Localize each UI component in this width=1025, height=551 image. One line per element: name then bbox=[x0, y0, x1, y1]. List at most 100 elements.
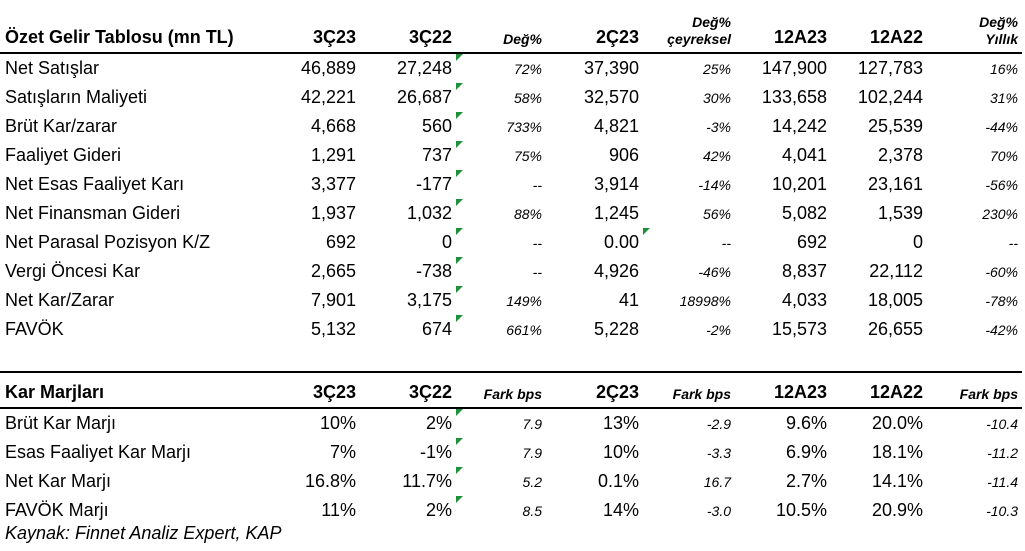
cell-value: 8.5 bbox=[456, 496, 546, 525]
cell-value: 88% bbox=[456, 199, 546, 228]
row-label: FAVÖK Marjı bbox=[5, 500, 109, 520]
cell-value: 692 bbox=[796, 232, 827, 252]
cell-value: 26,687 bbox=[396, 87, 452, 107]
cell-value: 0 bbox=[912, 232, 923, 252]
cell-value: 1,539 bbox=[877, 203, 923, 223]
table-row: Brüt Kar Marjı 10% 2% 7.9 13% -2.9 9.6% 20.0% -1… bbox=[0, 408, 1022, 438]
cell-value: 661% bbox=[456, 315, 546, 344]
table-title: Kar Marjları bbox=[0, 372, 280, 409]
header-row: Kar Marjları 3Ç23 3Ç22 Fark bps 2Ç23 Fark bps… bbox=[0, 372, 1022, 409]
cell-value: 5,082 bbox=[781, 203, 827, 223]
income-statement-table: Özet Gelir Tablosu (mn TL) 3Ç23 3Ç22 Değ% 2Ç… bbox=[0, 0, 1022, 344]
cell-value: 674 bbox=[421, 319, 452, 339]
cell-value: 692 bbox=[325, 232, 356, 252]
cell-value: 7% bbox=[329, 442, 356, 462]
table-row: Net Finansman Gideri 1,937 1,032 88% 1,245 56… bbox=[0, 199, 1022, 228]
table-row: Brüt Kar/zarar 4,668 560 733% 4,821 -3% 14,242… bbox=[0, 112, 1022, 141]
cell-value: 8,837 bbox=[781, 261, 827, 281]
cell-value: 20.0% bbox=[871, 413, 923, 433]
table-row: Satışların Maliyeti 42,221 26,687 58% 32,570… bbox=[0, 83, 1022, 112]
cell-value: 0.00 bbox=[603, 232, 639, 252]
table-row: Net Satışlar 46,889 27,248 72% 37,390 25% 147,… bbox=[0, 53, 1022, 83]
cell-value: 3,175 bbox=[406, 290, 452, 310]
cell-value: -- bbox=[456, 228, 546, 257]
cell-value: -- bbox=[1008, 234, 1018, 251]
cell-value: 16.7 bbox=[703, 473, 731, 490]
cell-value: -11.4 bbox=[987, 473, 1018, 490]
column-header: 2Ç23 bbox=[546, 0, 643, 54]
cell-value: -2% bbox=[706, 321, 731, 338]
column-header: 3Ç23 bbox=[280, 372, 360, 409]
column-header: 3Ç22 bbox=[360, 0, 456, 54]
column-header: 12A22 bbox=[831, 372, 927, 409]
table-row: Net Esas Faaliyet Karı 3,377 -177 -- 3,914 -1… bbox=[0, 170, 1022, 199]
cell-value: 560 bbox=[421, 116, 452, 136]
cell-value: 1,937 bbox=[310, 203, 356, 223]
cell-value: 16.8% bbox=[304, 471, 356, 491]
cell-value: 4,041 bbox=[781, 145, 827, 165]
cell-value: 2,378 bbox=[877, 145, 923, 165]
cell-value: 0 bbox=[441, 232, 452, 252]
cell-value: -- bbox=[456, 257, 546, 286]
row-label: Vergi Öncesi Kar bbox=[5, 261, 141, 281]
row-label: Net Kar/Zarar bbox=[5, 290, 115, 310]
cell-value: 16% bbox=[989, 60, 1018, 77]
cell-value: 9.6% bbox=[785, 413, 827, 433]
column-header: Fark bps bbox=[456, 372, 546, 409]
cell-value: 10.5% bbox=[775, 500, 827, 520]
column-header: 2Ç23 bbox=[546, 372, 643, 409]
table-row: FAVÖK Marjı 11% 2% 8.5 14% -3.0 10.5% 20.9% -10.… bbox=[0, 496, 1022, 525]
cell-value: 5,228 bbox=[593, 319, 639, 339]
cell-value: 737 bbox=[421, 145, 452, 165]
cell-value: -3% bbox=[706, 118, 731, 135]
cell-value: 30% bbox=[702, 89, 731, 106]
cell-value: 2% bbox=[425, 413, 452, 433]
column-header: Fark bps bbox=[643, 372, 735, 409]
cell-value: -42% bbox=[985, 321, 1018, 338]
cell-value: -56% bbox=[985, 176, 1018, 193]
row-label: Faaliyet Gideri bbox=[5, 145, 122, 165]
cell-value: 2,665 bbox=[310, 261, 356, 281]
cell-value: 1,291 bbox=[310, 145, 356, 165]
cell-value: 15,573 bbox=[771, 319, 827, 339]
cell-value: 31% bbox=[989, 89, 1018, 106]
cell-value: 133,658 bbox=[761, 87, 827, 107]
cell-value: 75% bbox=[456, 141, 546, 170]
cell-value: 58% bbox=[456, 83, 546, 112]
cell-value: 46,889 bbox=[300, 58, 356, 78]
cell-value: 0.1% bbox=[597, 471, 639, 491]
cell-value: 14.1% bbox=[871, 471, 923, 491]
cell-value: 3,914 bbox=[593, 174, 639, 194]
cell-value: 18.1% bbox=[871, 442, 923, 462]
cell-value: 7.9 bbox=[456, 438, 546, 467]
row-label: Esas Faaliyet Kar Marjı bbox=[5, 442, 192, 462]
profit-margins-table: Kar Marjları 3Ç23 3Ç22 Fark bps 2Ç23 Fark bps… bbox=[0, 371, 1022, 525]
cell-value: 23,161 bbox=[867, 174, 923, 194]
cell-value: -- bbox=[643, 228, 735, 257]
cell-value: 4,033 bbox=[781, 290, 827, 310]
column-header: Fark bps bbox=[927, 372, 1022, 409]
column-header: 12A23 bbox=[735, 372, 831, 409]
table-row: Net Kar/Zarar 7,901 3,175 149% 41 18998% 4,033… bbox=[0, 286, 1022, 315]
cell-value: 1,245 bbox=[593, 203, 639, 223]
cell-value: 5.2 bbox=[456, 467, 546, 496]
cell-value: 26,655 bbox=[867, 319, 923, 339]
cell-value: 10% bbox=[602, 442, 639, 462]
cell-value: 42,221 bbox=[300, 87, 356, 107]
cell-value: 25% bbox=[702, 60, 731, 77]
cell-value: 5,132 bbox=[310, 319, 356, 339]
cell-value: 102,244 bbox=[857, 87, 923, 107]
cell-value: 4,668 bbox=[310, 116, 356, 136]
cell-value: 70% bbox=[989, 147, 1018, 164]
row-label: Net Esas Faaliyet Karı bbox=[5, 174, 185, 194]
cell-value: 18,005 bbox=[867, 290, 923, 310]
cell-value: 1,032 bbox=[406, 203, 452, 223]
table-row: Net Kar Marjı 16.8% 11.7% 5.2 0.1% 16.7 2.7% 14… bbox=[0, 467, 1022, 496]
row-label: Net Satışlar bbox=[5, 58, 100, 78]
cell-value: 4,821 bbox=[593, 116, 639, 136]
cell-value: 11.7% bbox=[402, 471, 452, 491]
cell-value: -10.4 bbox=[986, 415, 1018, 432]
row-label: FAVÖK bbox=[5, 319, 64, 339]
cell-value: 20.9% bbox=[871, 500, 923, 520]
cell-value: 7,901 bbox=[310, 290, 356, 310]
